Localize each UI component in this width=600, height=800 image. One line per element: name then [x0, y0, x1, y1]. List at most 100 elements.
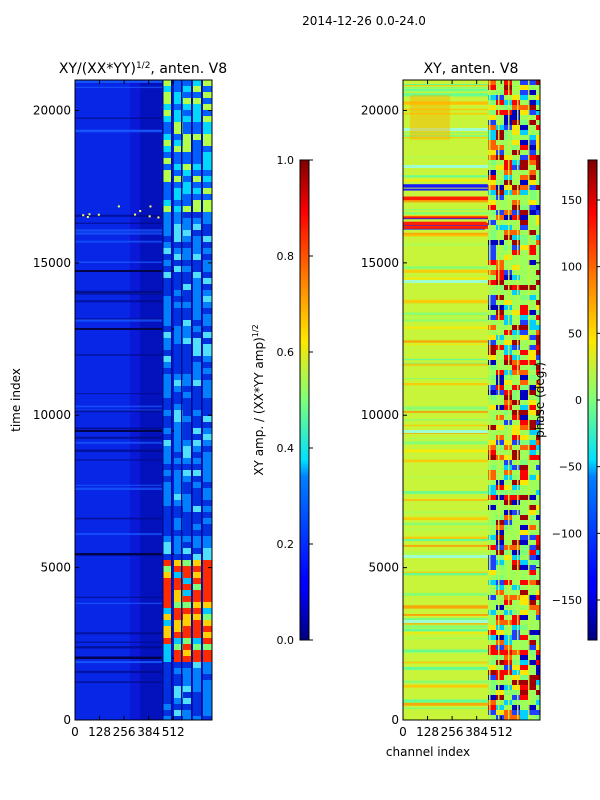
amplitude-cell — [203, 542, 212, 548]
phase-cell — [536, 155, 540, 160]
phase-cell — [520, 230, 528, 235]
phase-cell — [520, 90, 528, 95]
phase-cell — [496, 670, 504, 675]
phase-cell — [520, 390, 528, 395]
phase-cell — [512, 230, 520, 235]
phase-cell — [528, 375, 536, 380]
phase-row-line — [403, 112, 540, 115]
phase-cell — [536, 415, 540, 420]
phase-cell — [536, 110, 540, 115]
phase-cell — [520, 175, 528, 180]
phase-cell — [496, 320, 504, 325]
phase-cell — [528, 240, 536, 245]
phase-row-line — [403, 699, 540, 703]
phase-cell — [488, 515, 496, 520]
amplitude-cell — [193, 116, 202, 122]
phase-cell — [536, 605, 540, 610]
amplitude-cell — [174, 140, 183, 146]
amplitude-cell — [183, 128, 192, 134]
phase-cell — [536, 370, 540, 375]
phase-cell — [528, 595, 536, 600]
amplitude-cell — [174, 260, 183, 266]
phase-cell — [496, 430, 504, 435]
amplitude-cell — [203, 572, 212, 578]
phase-cell — [488, 375, 496, 380]
phase-cell — [496, 220, 504, 225]
phase-cell — [536, 215, 540, 220]
phase-cell — [528, 655, 536, 660]
phase-cell — [488, 85, 496, 90]
phase-cell — [520, 430, 528, 435]
x-tick-label: 256 — [441, 725, 464, 739]
amplitude-cell — [193, 476, 202, 482]
amplitude-row-line — [75, 646, 163, 649]
phase-cell — [520, 325, 528, 330]
phase-cell — [528, 565, 536, 570]
phase-cell — [488, 670, 496, 675]
phase-cell — [512, 250, 520, 255]
amplitude-cell — [174, 662, 183, 668]
phase-cell — [536, 500, 540, 505]
phase-cell — [536, 590, 540, 595]
amplitude-cell — [162, 602, 171, 608]
phase-cell — [536, 620, 540, 625]
phase-cell — [512, 640, 520, 645]
phase-cell — [488, 155, 496, 160]
phase-cell — [520, 145, 528, 150]
phase-heatmap — [403, 80, 540, 720]
phase-noisy-row — [403, 216, 509, 219]
amplitude-cell — [174, 566, 183, 572]
phase-cell — [512, 710, 520, 715]
phase-cell — [520, 470, 528, 475]
amplitude-cell — [162, 548, 171, 554]
phase-row-line — [403, 637, 540, 640]
phase-cell — [488, 695, 496, 700]
phase-cell — [496, 415, 504, 420]
phase-cell — [496, 620, 504, 625]
phase-cell — [520, 120, 528, 125]
phase-cell — [496, 225, 504, 230]
phase-cell — [536, 545, 540, 550]
phase-cell — [488, 215, 496, 220]
amplitude-cell — [174, 716, 183, 720]
amplitude-cell — [193, 524, 202, 530]
amplitude-cell — [174, 680, 183, 686]
phase-cell — [520, 565, 528, 570]
phase-cell — [496, 545, 504, 550]
amplitude-cell — [203, 98, 212, 104]
amplitude-row-line — [75, 641, 163, 643]
amplitude-cell — [203, 296, 212, 302]
phase-cell — [528, 615, 536, 620]
colorbar-tick-label: 1.0 — [277, 154, 295, 167]
amplitude-cell — [203, 704, 212, 710]
amplitude-cell — [162, 458, 171, 464]
amplitude-cell — [203, 674, 212, 680]
amplitude-cell — [203, 374, 212, 380]
phase-cell — [528, 490, 536, 495]
amplitude-cell — [162, 164, 171, 170]
phase-cell — [512, 335, 520, 340]
phase-cell — [536, 705, 540, 710]
phase-cell — [488, 685, 496, 690]
phase-cell — [512, 290, 520, 295]
phase-cell — [536, 585, 540, 590]
phase-cell — [536, 295, 540, 300]
phase-cell — [496, 275, 504, 280]
amplitude-cell — [162, 158, 171, 164]
amplitude-cell — [162, 332, 171, 338]
phase-cell — [536, 680, 540, 685]
amplitude-cell — [203, 584, 212, 590]
phase-cell — [496, 340, 504, 345]
phase-cell — [512, 630, 520, 635]
phase-cell — [512, 580, 520, 585]
phase-cell — [496, 245, 504, 250]
phase-cell — [528, 380, 536, 385]
amplitude-cell — [193, 290, 202, 296]
phase-cell — [528, 550, 536, 555]
amplitude-cell — [183, 374, 192, 380]
amplitude-cell — [183, 428, 192, 434]
amplitude-cell — [183, 434, 192, 440]
phase-cell — [528, 150, 536, 155]
y-tick-label: 10000 — [361, 408, 399, 422]
